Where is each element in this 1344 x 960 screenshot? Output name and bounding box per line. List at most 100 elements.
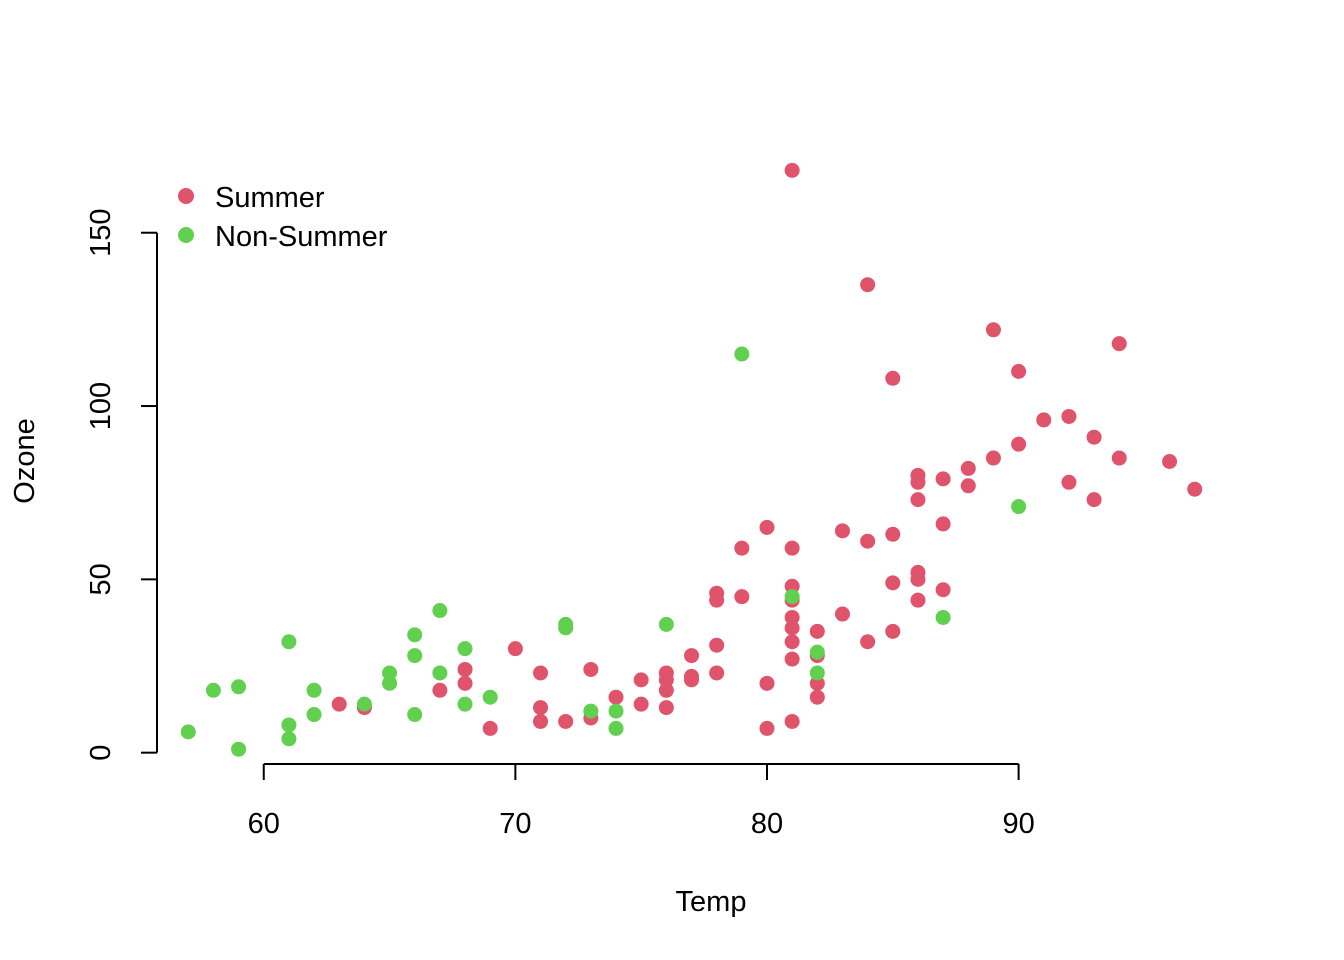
point-summer bbox=[860, 533, 876, 549]
point-summer bbox=[910, 571, 926, 587]
point-non-summer bbox=[306, 682, 322, 698]
point-non-summer bbox=[734, 346, 750, 362]
point-summer bbox=[507, 641, 523, 657]
y-axis-ticks: 0 50 100 150 bbox=[85, 209, 157, 761]
axes: 60 70 80 90 0 50 100 150 bbox=[85, 209, 1035, 840]
point-non-summer bbox=[608, 720, 624, 736]
point-summer bbox=[331, 696, 347, 712]
point-summer bbox=[658, 682, 674, 698]
point-non-summer bbox=[407, 707, 423, 723]
point-non-summer bbox=[231, 741, 247, 757]
point-non-summer bbox=[382, 675, 398, 691]
point-non-summer bbox=[608, 703, 624, 719]
point-summer bbox=[1036, 412, 1052, 428]
point-summer bbox=[533, 700, 549, 716]
point-summer bbox=[1187, 481, 1203, 497]
point-summer bbox=[885, 526, 901, 542]
x-tick-label: 60 bbox=[248, 808, 280, 840]
point-summer bbox=[608, 689, 624, 705]
point-summer bbox=[1061, 474, 1077, 490]
point-summer bbox=[1086, 429, 1102, 445]
legend-marker-non-summer bbox=[178, 227, 194, 243]
point-summer bbox=[910, 592, 926, 608]
point-summer bbox=[784, 634, 800, 650]
point-non-summer bbox=[583, 703, 599, 719]
point-summer bbox=[834, 523, 850, 539]
point-summer bbox=[910, 492, 926, 508]
point-summer bbox=[1111, 450, 1127, 466]
y-tick-label: 0 bbox=[85, 745, 117, 761]
point-non-summer bbox=[231, 679, 247, 695]
point-summer bbox=[633, 696, 649, 712]
point-summer bbox=[658, 672, 674, 688]
point-summer bbox=[784, 651, 800, 667]
point-summer bbox=[533, 665, 549, 681]
y-tick-label: 150 bbox=[85, 209, 117, 257]
point-summer bbox=[784, 620, 800, 636]
point-summer bbox=[1086, 492, 1102, 508]
point-summer bbox=[834, 606, 850, 622]
point-summer bbox=[583, 661, 599, 677]
point-summer bbox=[658, 700, 674, 716]
point-summer bbox=[1162, 454, 1178, 469]
point-non-summer bbox=[658, 616, 674, 632]
point-summer bbox=[1061, 408, 1077, 424]
point-summer bbox=[684, 672, 699, 688]
point-summer bbox=[759, 720, 775, 736]
point-non-summer bbox=[432, 665, 448, 681]
point-summer bbox=[784, 609, 800, 625]
point-summer bbox=[558, 713, 574, 729]
point-summer bbox=[809, 675, 825, 691]
point-summer bbox=[784, 713, 800, 729]
x-tick-label: 90 bbox=[1002, 808, 1034, 840]
point-summer bbox=[482, 720, 498, 736]
point-summer bbox=[784, 162, 800, 178]
point-summer bbox=[457, 661, 473, 677]
point-summer bbox=[935, 582, 951, 598]
point-summer bbox=[935, 516, 951, 532]
point-summer bbox=[784, 540, 800, 556]
legend-label-non-summer: Non-Summer bbox=[215, 221, 388, 253]
point-non-summer bbox=[281, 717, 297, 733]
legend-marker-summer bbox=[178, 188, 194, 204]
point-summer bbox=[885, 370, 901, 386]
point-summer bbox=[885, 575, 901, 591]
point-non-summer bbox=[784, 589, 800, 605]
point-summer bbox=[910, 474, 926, 490]
point-summer bbox=[860, 277, 876, 293]
point-non-summer bbox=[809, 665, 825, 681]
point-summer bbox=[734, 589, 750, 605]
point-summer bbox=[985, 322, 1001, 338]
point-summer bbox=[709, 637, 725, 653]
point-non-summer bbox=[457, 641, 473, 657]
point-summer bbox=[784, 578, 800, 594]
y-tick-label: 100 bbox=[85, 382, 117, 430]
point-summer bbox=[1011, 363, 1027, 379]
point-summer bbox=[960, 460, 976, 476]
point-summer bbox=[809, 689, 825, 705]
point-summer bbox=[1011, 436, 1027, 452]
point-non-summer bbox=[457, 696, 473, 712]
point-non-summer bbox=[935, 609, 951, 625]
point-summer bbox=[734, 540, 750, 556]
point-summer bbox=[1111, 336, 1127, 352]
point-summer bbox=[432, 682, 448, 698]
point-summer bbox=[533, 713, 549, 729]
point-non-summer bbox=[482, 689, 498, 705]
point-summer bbox=[809, 623, 825, 639]
point-non-summer bbox=[356, 696, 372, 712]
point-non-summer bbox=[407, 648, 423, 664]
point-summer bbox=[709, 665, 725, 681]
point-summer bbox=[985, 450, 1001, 466]
point-non-summer bbox=[809, 644, 825, 660]
point-summer bbox=[935, 471, 951, 487]
point-non-summer bbox=[205, 682, 221, 698]
y-tick-label: 50 bbox=[85, 563, 117, 595]
point-summer bbox=[860, 634, 876, 650]
point-summer bbox=[759, 675, 775, 691]
x-axis-label: Temp bbox=[676, 886, 747, 918]
point-summer bbox=[633, 672, 649, 688]
point-summer bbox=[885, 623, 901, 639]
x-tick-label: 80 bbox=[751, 808, 783, 840]
